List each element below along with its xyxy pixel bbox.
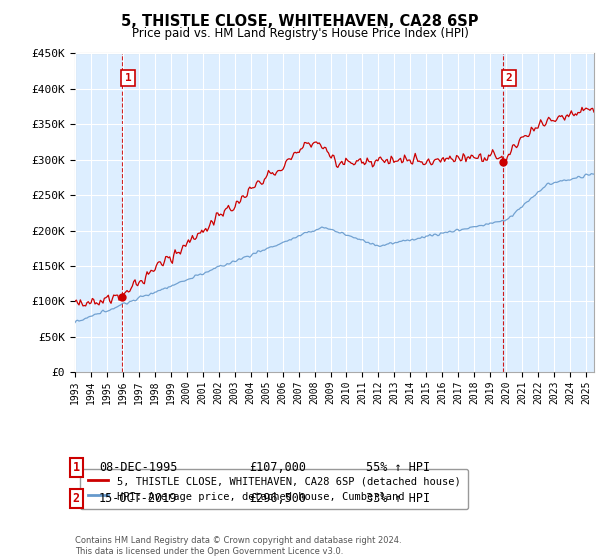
Bar (75, 88, 594, 124)
Text: 55% ↑ HPI: 55% ↑ HPI (366, 461, 430, 474)
Text: 33% ↑ HPI: 33% ↑ HPI (366, 492, 430, 505)
Bar (75, 266, 594, 301)
Bar (75, 231, 594, 266)
Bar (75, 195, 594, 231)
Text: 2: 2 (73, 492, 80, 505)
Text: 1: 1 (125, 73, 131, 83)
Text: 08-DEC-1995: 08-DEC-1995 (99, 461, 178, 474)
Bar (75, 301, 594, 337)
Text: 5, THISTLE CLOSE, WHITEHAVEN, CA28 6SP: 5, THISTLE CLOSE, WHITEHAVEN, CA28 6SP (121, 14, 479, 29)
Bar (75, 337, 594, 372)
Text: £296,500: £296,500 (249, 492, 306, 505)
Legend: 5, THISTLE CLOSE, WHITEHAVEN, CA28 6SP (detached house), HPI: Average price, det: 5, THISTLE CLOSE, WHITEHAVEN, CA28 6SP (… (80, 469, 468, 509)
Text: £107,000: £107,000 (249, 461, 306, 474)
Bar (75, 124, 594, 160)
Text: Contains HM Land Registry data © Crown copyright and database right 2024.
This d: Contains HM Land Registry data © Crown c… (75, 536, 401, 556)
Bar (75, 53, 594, 88)
Text: 15-OCT-2019: 15-OCT-2019 (99, 492, 178, 505)
Text: Price paid vs. HM Land Registry's House Price Index (HPI): Price paid vs. HM Land Registry's House … (131, 27, 469, 40)
Text: 2: 2 (506, 73, 512, 83)
Text: 1: 1 (73, 461, 80, 474)
Bar (75, 160, 594, 195)
